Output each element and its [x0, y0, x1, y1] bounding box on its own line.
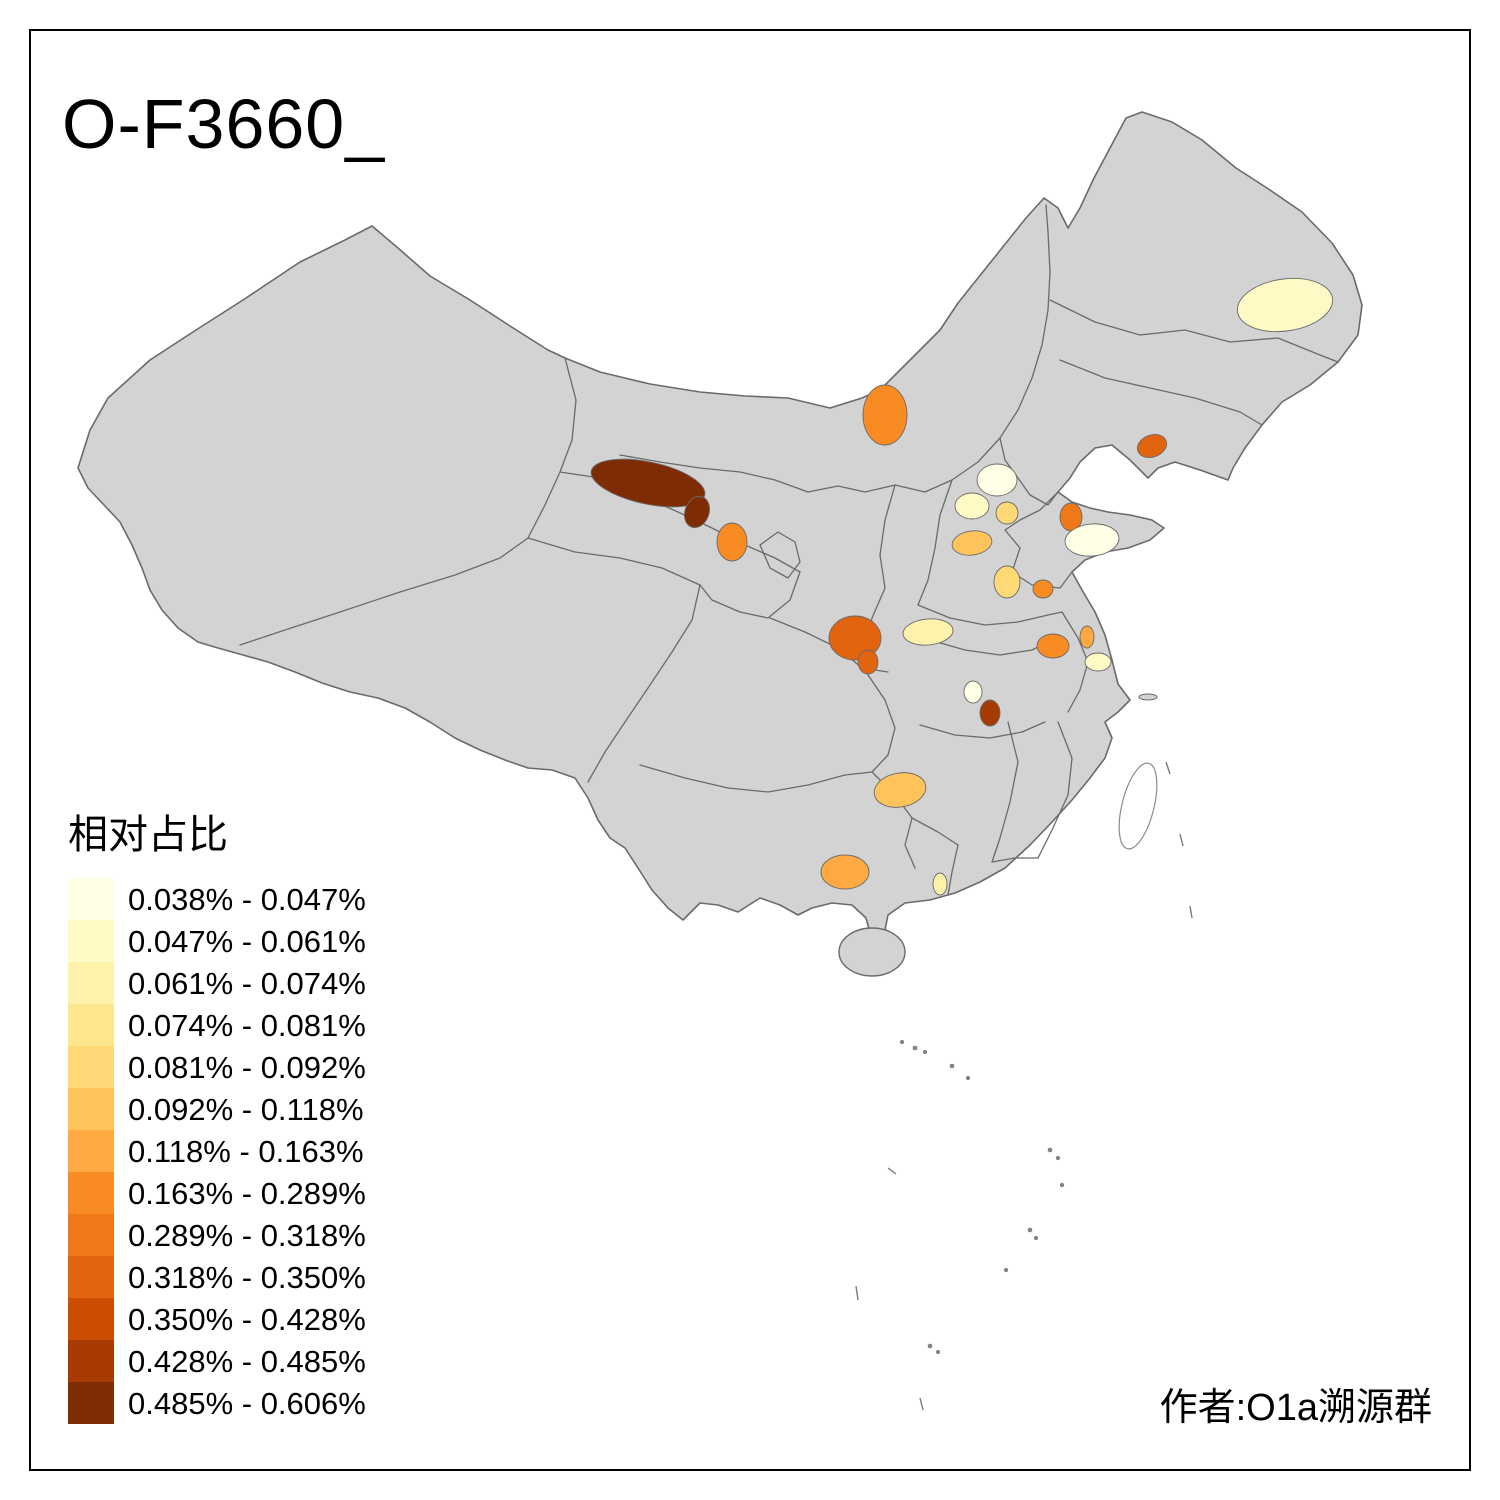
legend-swatch [68, 1088, 114, 1130]
legend-swatch [68, 1298, 114, 1340]
taiwan-island [1118, 762, 1158, 850]
legend-swatch [68, 962, 114, 1004]
sea-dash [1189, 905, 1193, 919]
province-border-line [911, 817, 959, 896]
province-border-line [917, 479, 953, 606]
sea-islet [1033, 1235, 1038, 1240]
province-border-line [699, 571, 801, 619]
sea-islet [966, 1075, 971, 1080]
attribution: 作者:O1a溯源群 [1160, 1387, 1432, 1429]
hainan-island [838, 927, 906, 977]
legend-label: 0.289% - 0.318% [128, 1218, 366, 1253]
legend-swatch [68, 1382, 114, 1424]
sea-islet [949, 1063, 955, 1069]
province-border-line [1049, 299, 1339, 363]
legend-swatch [68, 1172, 114, 1214]
legend-label: 0.092% - 0.118% [128, 1092, 364, 1127]
region-anhui-orange [1036, 633, 1070, 659]
sea-islet [936, 1349, 941, 1354]
region-shaanxi-dark-tail [857, 649, 879, 675]
legend-label: 0.318% - 0.350% [128, 1260, 366, 1295]
legend-swatch [68, 1340, 114, 1382]
region-gansu-south-pale [902, 618, 954, 646]
province-border-line [865, 671, 896, 773]
region-inner-mongolia [862, 384, 908, 446]
region-ningxia-orange [716, 522, 748, 562]
legend-swatch [68, 1130, 114, 1172]
sea-islet [912, 1045, 918, 1051]
sea-islet [1047, 1147, 1053, 1153]
province-border-line [1059, 359, 1263, 426]
region-henan-yellow [993, 565, 1021, 599]
sea-dash [919, 1397, 924, 1411]
province-border-line [619, 204, 1051, 493]
legend-title: 相对占比 [68, 813, 228, 857]
sea-islet [1027, 1227, 1033, 1233]
region-hubei-pale-small [963, 680, 983, 704]
sea-islet [900, 1039, 905, 1044]
region-shandong-pale [1064, 523, 1120, 557]
legend-label: 0.047% - 0.061% [128, 924, 366, 959]
region-liaoning-dark [1136, 434, 1168, 458]
legend: 相对占比 0.038% - 0.047% 0.047% - 0.061% 0.061… [68, 813, 366, 1424]
region-hubei-dark [979, 699, 1001, 727]
sea-islet [1003, 1267, 1009, 1273]
legend-swatch [68, 878, 114, 920]
sea-islet [922, 1049, 928, 1055]
sea-islet [1055, 1155, 1061, 1161]
region-henan-orange-small [1032, 579, 1054, 599]
region-guizhou-light [873, 772, 927, 808]
region-gansu-west-tail [684, 495, 710, 529]
legend-label: 0.350% - 0.428% [128, 1302, 366, 1337]
legend-label: 0.118% - 0.163% [128, 1134, 364, 1169]
region-hebei-pale-north [976, 463, 1018, 497]
region-shaanxi-dark [828, 615, 882, 661]
south-china-sea-marks [855, 761, 1193, 1411]
legend-label: 0.485% - 0.606% [128, 1386, 366, 1421]
sea-dash [855, 1285, 859, 1301]
province-border-line [527, 537, 701, 783]
legend-label: 0.428% - 0.485% [128, 1344, 366, 1379]
province-border-line [991, 721, 1039, 863]
sea-dash [887, 1167, 897, 1175]
legend-entries: 0.038% - 0.047% 0.047% - 0.061% 0.061% - 0… [68, 878, 366, 1424]
region-shandong-west [951, 530, 993, 556]
legend-label: 0.074% - 0.081% [128, 1008, 366, 1043]
province-border-line [759, 531, 801, 579]
province-border-line [239, 357, 577, 646]
chongming-island [1138, 693, 1158, 701]
province-border-line [639, 764, 873, 793]
legend-swatch [68, 1256, 114, 1298]
china-mainland [77, 111, 1363, 941]
legend-swatch [68, 1046, 114, 1088]
region-guangxi-pale-small [932, 872, 948, 896]
province-border-line [919, 721, 1046, 739]
region-hebei-yellow-small [995, 501, 1019, 525]
region-gansu-west-dark [590, 458, 706, 508]
region-jiangsu-pale [1084, 652, 1112, 672]
region-hebei-pale-west [954, 492, 990, 520]
sea-islet [1059, 1182, 1065, 1188]
legend-label: 0.038% - 0.047% [128, 882, 366, 917]
province-border-line [917, 604, 1063, 626]
sea-dash [1179, 833, 1184, 847]
legend-label: 0.061% - 0.074% [128, 966, 366, 1001]
region-yunnan-orange [820, 854, 870, 890]
sea-islet [927, 1343, 933, 1349]
legend-swatch [68, 1214, 114, 1256]
figure-title: O-F3660_ [62, 85, 385, 163]
region-jiangsu-orange-small [1079, 625, 1095, 649]
map-highlight-regions [590, 277, 1334, 896]
province-border-line [999, 437, 1059, 506]
legend-label: 0.081% - 0.092% [128, 1050, 366, 1085]
province-border-line [1037, 721, 1073, 859]
legend-swatch [68, 1004, 114, 1046]
legend-swatch [68, 920, 114, 962]
legend-label: 0.163% - 0.289% [128, 1176, 366, 1211]
sea-dash [1165, 761, 1171, 775]
region-northeast-pale [1236, 277, 1334, 333]
